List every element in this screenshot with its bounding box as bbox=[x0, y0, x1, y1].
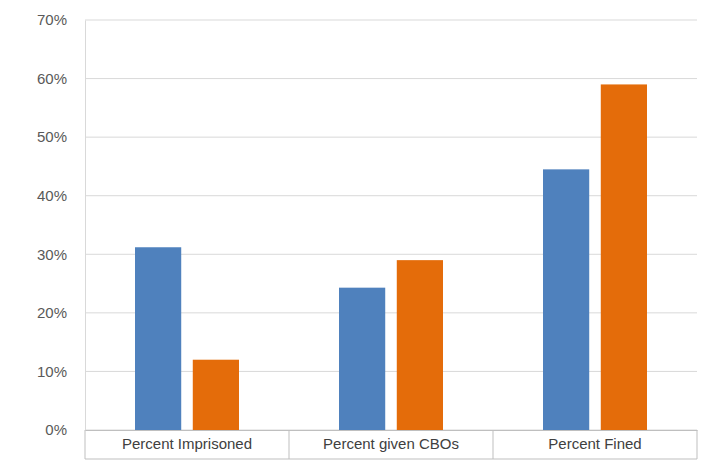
category-separator bbox=[85, 430, 86, 459]
x-axis: Percent Imprisoned Percent given CBOs Perc… bbox=[86, 430, 698, 452]
category-separator bbox=[697, 430, 698, 459]
x-tick-label: Percent given CBOs bbox=[323, 435, 459, 452]
y-tick-label: 30% bbox=[37, 246, 67, 263]
bar bbox=[397, 260, 443, 430]
x-tick: Percent given CBOs bbox=[323, 430, 459, 452]
category-box-bottom bbox=[85, 459, 697, 460]
y-tick: 50% bbox=[37, 128, 85, 145]
grid-line bbox=[85, 20, 697, 21]
chart: 0% 10% 20% 30% 40% 50% 60% 70% Percent Imprisone… bbox=[0, 0, 712, 460]
x-tick: Percent Imprisoned bbox=[122, 430, 252, 452]
x-axis-line bbox=[86, 430, 698, 431]
bars bbox=[135, 84, 647, 430]
bar bbox=[193, 360, 239, 430]
grid-line bbox=[85, 78, 697, 79]
y-tick-label: 40% bbox=[37, 187, 67, 204]
category-separator bbox=[493, 430, 494, 459]
category-separator bbox=[289, 430, 290, 459]
grid bbox=[85, 20, 697, 430]
y-tick-label: 0% bbox=[45, 421, 67, 438]
bar bbox=[339, 288, 385, 430]
y-tick: 60% bbox=[37, 70, 85, 87]
y-axis: 0% 10% 20% 30% 40% 50% 60% 70% bbox=[37, 11, 86, 438]
x-tick: Percent Fined bbox=[548, 430, 641, 452]
y-tick: 10% bbox=[37, 363, 85, 380]
y-axis-line bbox=[85, 21, 86, 431]
x-tick-label: Percent Fined bbox=[548, 435, 641, 452]
y-tick-label: 60% bbox=[37, 70, 67, 87]
y-tick: 0% bbox=[45, 421, 85, 438]
y-tick: 30% bbox=[37, 246, 85, 263]
y-tick: 40% bbox=[37, 187, 85, 204]
y-tick-label: 10% bbox=[37, 363, 67, 380]
y-tick-label: 50% bbox=[37, 128, 67, 145]
y-tick-label: 70% bbox=[37, 11, 67, 28]
bar bbox=[135, 247, 181, 430]
bar bbox=[601, 84, 647, 430]
y-tick: 70% bbox=[37, 11, 85, 28]
y-tick: 20% bbox=[37, 304, 85, 321]
x-tick-label: Percent Imprisoned bbox=[122, 435, 252, 452]
bar bbox=[543, 169, 589, 430]
y-tick-label: 20% bbox=[37, 304, 67, 321]
category-box bbox=[85, 430, 697, 459]
